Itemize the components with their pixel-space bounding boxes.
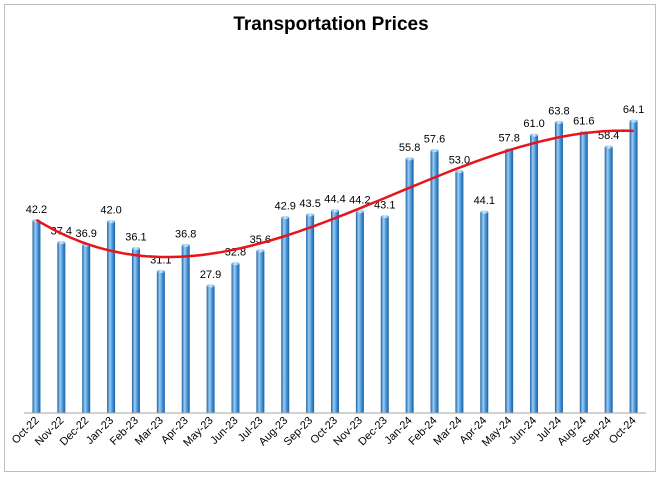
bar-cap bbox=[604, 145, 613, 149]
bar-cap bbox=[380, 215, 389, 219]
data-label: 42.0 bbox=[100, 205, 121, 217]
bar-Feb-23 bbox=[131, 248, 140, 413]
bar-Apr-24 bbox=[480, 212, 489, 413]
bar-cap bbox=[107, 220, 116, 224]
bar-Aug-23 bbox=[281, 217, 290, 413]
bar-cap bbox=[57, 241, 66, 245]
data-label: 61.6 bbox=[573, 115, 594, 127]
bar-Sep-24 bbox=[604, 146, 613, 413]
bar-cap bbox=[181, 243, 190, 247]
bar-Jun-23 bbox=[231, 263, 240, 413]
bar-cap bbox=[131, 246, 140, 251]
data-label: 58.4 bbox=[598, 130, 619, 142]
bar-Mar-24 bbox=[455, 171, 464, 413]
data-label: 43.5 bbox=[299, 198, 320, 210]
data-label: 64.1 bbox=[623, 104, 644, 116]
data-label: 42.9 bbox=[275, 201, 296, 213]
bar-Mar-23 bbox=[156, 271, 165, 413]
bar-May-23 bbox=[206, 285, 215, 413]
bar-Nov-22 bbox=[57, 242, 66, 413]
bar-Dec-22 bbox=[82, 244, 91, 413]
data-label: 42.2 bbox=[26, 204, 47, 216]
bar-Oct-23 bbox=[331, 210, 339, 413]
bar-Aug-24 bbox=[579, 132, 588, 413]
chart-title: Transportation Prices bbox=[233, 14, 429, 35]
x-tick-label: Jun-24 bbox=[507, 415, 539, 447]
x-tick-label: Jun-23 bbox=[208, 415, 240, 447]
bar-Jan-24 bbox=[405, 158, 414, 413]
data-label: 63.8 bbox=[548, 105, 569, 117]
bar-Feb-24 bbox=[430, 150, 439, 413]
bar-Oct-24 bbox=[629, 121, 638, 413]
bar-Jan-23 bbox=[107, 221, 116, 413]
bar-Nov-23 bbox=[355, 211, 364, 413]
bar-cap bbox=[231, 261, 240, 266]
x-tick-label: Mar-23 bbox=[133, 415, 166, 448]
bar-Jul-24 bbox=[554, 122, 563, 414]
bar-Jun-24 bbox=[530, 135, 539, 413]
bar-cap bbox=[455, 169, 464, 174]
data-label: 44.2 bbox=[349, 195, 370, 207]
bar-cap bbox=[554, 120, 563, 124]
data-label: 53.0 bbox=[449, 155, 470, 167]
x-tick-label: Oct-24 bbox=[607, 415, 639, 447]
data-label: 43.1 bbox=[374, 200, 395, 212]
bar-Jul-23 bbox=[256, 250, 265, 413]
data-label: 36.1 bbox=[125, 232, 146, 244]
bar-cap bbox=[405, 157, 414, 161]
bar-cap bbox=[629, 119, 638, 123]
data-label: 44.1 bbox=[474, 195, 495, 207]
data-label: 61.0 bbox=[523, 118, 544, 130]
bar-Dec-23 bbox=[380, 216, 389, 413]
data-label: 44.4 bbox=[324, 194, 345, 206]
bar-cap bbox=[355, 210, 364, 214]
data-label: 55.8 bbox=[399, 142, 420, 154]
bar-cap bbox=[156, 269, 165, 273]
bar-cap bbox=[206, 284, 215, 288]
data-label: 57.8 bbox=[498, 133, 519, 145]
bar-cap bbox=[530, 133, 539, 137]
bar-cap bbox=[281, 215, 290, 220]
trend-line bbox=[35, 129, 634, 259]
x-tick-label: Mar-24 bbox=[431, 415, 464, 448]
bar-May-24 bbox=[505, 149, 514, 413]
bar-Oct-22 bbox=[32, 220, 41, 413]
bar-cap bbox=[480, 210, 489, 214]
data-label: 57.6 bbox=[424, 134, 445, 146]
bar-Apr-23 bbox=[181, 245, 190, 413]
bar-cap bbox=[430, 149, 439, 153]
bar-Sep-23 bbox=[306, 214, 315, 413]
data-label: 27.9 bbox=[200, 269, 221, 281]
bar-cap bbox=[331, 209, 339, 213]
bar-cap bbox=[306, 213, 315, 217]
data-label: 36.9 bbox=[75, 228, 96, 240]
data-label: 36.8 bbox=[175, 228, 196, 240]
bar-cap bbox=[256, 249, 265, 253]
